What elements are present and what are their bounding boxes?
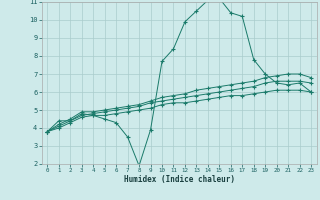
X-axis label: Humidex (Indice chaleur): Humidex (Indice chaleur) <box>124 175 235 184</box>
